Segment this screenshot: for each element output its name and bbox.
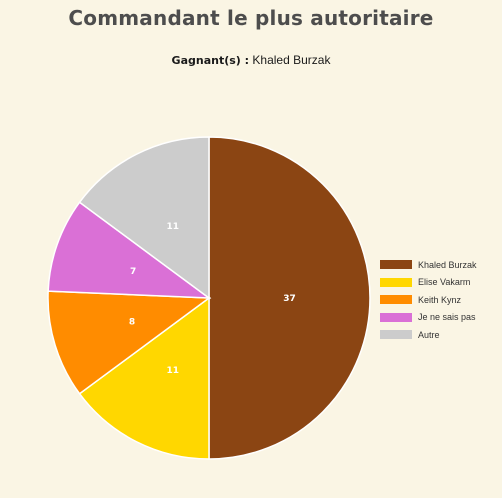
legend-label: Keith Kynz bbox=[418, 294, 462, 305]
slice-value-label: 11 bbox=[166, 366, 179, 376]
chart-title: Commandant le plus autoritaire bbox=[68, 6, 434, 30]
pie-slice-0[interactable] bbox=[208, 136, 371, 460]
winner-value: Khaled Burzak bbox=[252, 53, 331, 67]
pie-slice-1[interactable] bbox=[78, 296, 210, 460]
pie-slice-3[interactable] bbox=[47, 201, 212, 299]
legend-item[interactable]: Je ne sais pas bbox=[380, 309, 477, 327]
pie-slice-4[interactable] bbox=[78, 136, 210, 300]
chart-legend: Khaled Burzak Elise Vakarm Keith Kynz Je ne… bbox=[380, 256, 477, 344]
slice-value-label: 8 bbox=[129, 318, 135, 328]
winner-label: Gagnant(s) : bbox=[171, 54, 250, 67]
pie-slice-2[interactable] bbox=[47, 290, 212, 395]
legend-item[interactable]: Elise Vakarm bbox=[380, 274, 477, 292]
legend-swatch bbox=[380, 277, 412, 287]
legend-swatch bbox=[380, 260, 412, 270]
slice-value-label: 37 bbox=[283, 294, 296, 304]
legend-label: Khaled Burzak bbox=[418, 259, 477, 270]
legend-label: Autre bbox=[418, 329, 440, 340]
legend-swatch bbox=[380, 295, 412, 305]
legend-item[interactable]: Autre bbox=[380, 326, 477, 344]
slice-value-label: 7 bbox=[130, 267, 136, 277]
legend-item[interactable]: Keith Kynz bbox=[380, 291, 477, 309]
legend-label: Je ne sais pas bbox=[418, 312, 476, 323]
legend-swatch bbox=[380, 330, 412, 340]
slice-value-label: 11 bbox=[166, 222, 179, 232]
legend-swatch bbox=[380, 312, 412, 322]
legend-label: Elise Vakarm bbox=[418, 277, 471, 288]
legend-item[interactable]: Khaled Burzak bbox=[380, 256, 477, 274]
chart-subtitle: Gagnant(s) : Khaled Burzak bbox=[0, 53, 502, 67]
